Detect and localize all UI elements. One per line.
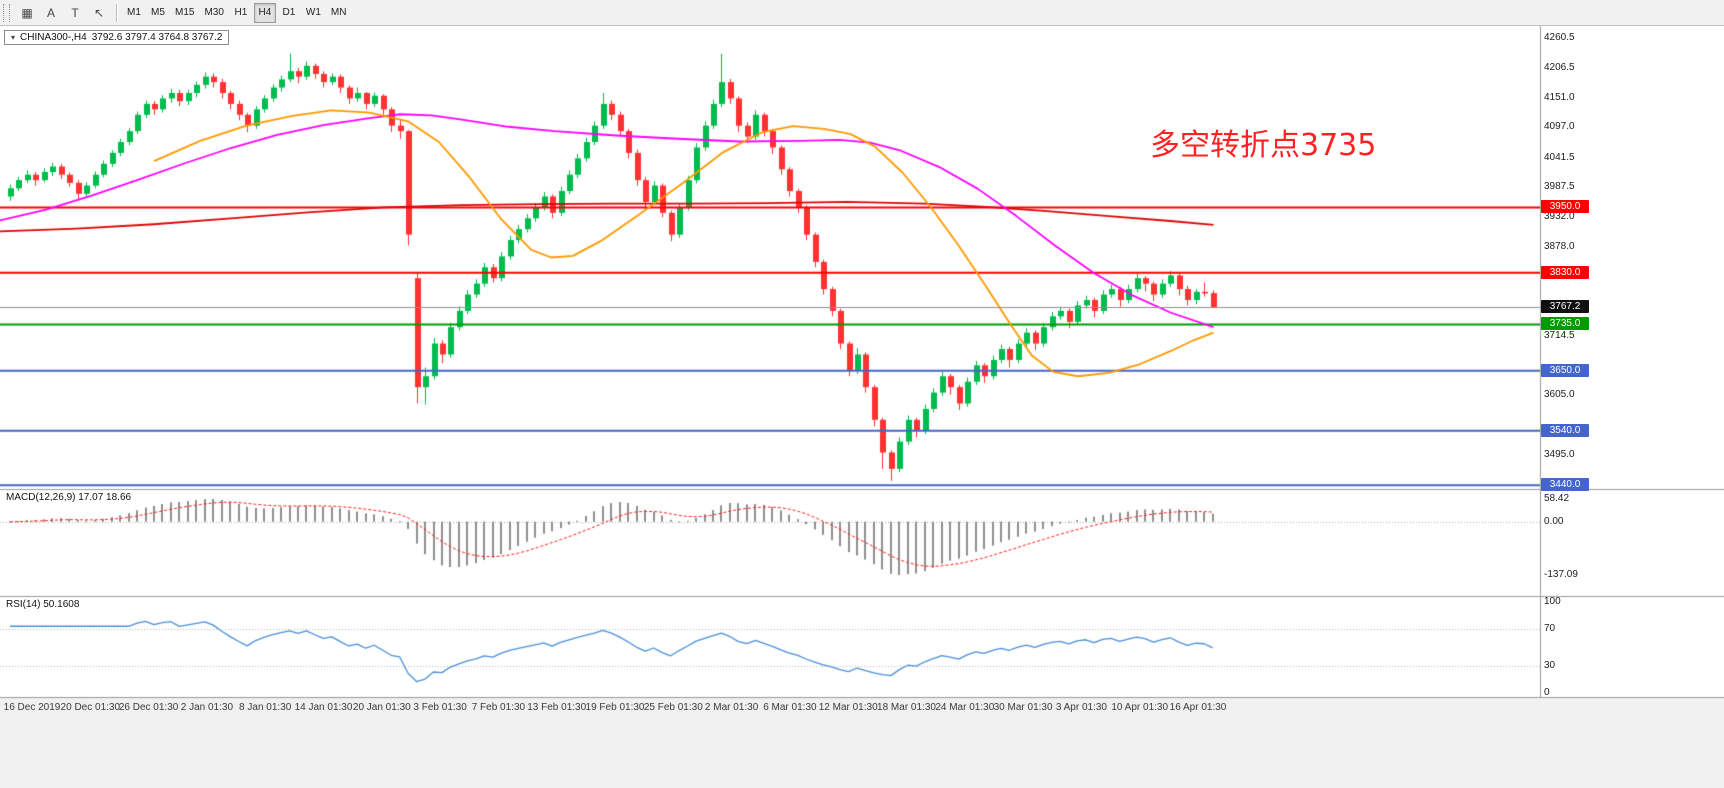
collapse-arrow-icon[interactable]: ▾ [11, 33, 16, 42]
timeframe-button-H1[interactable]: H1 [230, 3, 252, 23]
timeframe-button-D1[interactable]: D1 [278, 3, 300, 23]
timeframe-button-M5[interactable]: M5 [147, 3, 169, 23]
toolbar-button-cursor-a[interactable]: A [40, 3, 62, 23]
toolbar: ▦ A T ↖ M1 M5 M15 M30 H1 H4 D1 W1 MN [0, 0, 1724, 26]
timeframe-toolbar: M1 M5 M15 M30 H1 H4 D1 W1 MN [123, 2, 351, 23]
toolbar-left-buttons: ▦ A T ↖ [16, 3, 110, 23]
timeframe-button-H4[interactable]: H4 [253, 2, 276, 23]
toolbar-drag-handle[interactable] [3, 3, 10, 22]
timeframe-button-W1[interactable]: W1 [302, 3, 325, 23]
rsi-indicator-label: RSI(14) 50.1608 [6, 599, 80, 610]
timeframe-button-M1[interactable]: M1 [123, 3, 145, 23]
toolbar-separator [116, 3, 117, 22]
chart-annotation-text[interactable]: 多空转折点3735 [1150, 128, 1377, 163]
toolbar-button-draw-arrow[interactable]: ↖ [88, 3, 110, 23]
chart-ohlc-values: 3792.6 3797.4 3764.8 3767.2 [91, 32, 223, 43]
timeframe-button-M30[interactable]: M30 [200, 3, 227, 23]
chart-title[interactable]: ▾ CHINA300-,H4 3792.6 3797.4 3764.8 3767… [4, 30, 230, 45]
chart-symbol-period: CHINA300-,H4 [20, 32, 87, 43]
timeframe-button-M15[interactable]: M15 [171, 3, 198, 23]
toolbar-button-chart-grid[interactable]: ▦ [16, 3, 38, 23]
timeframe-button-MN[interactable]: MN [327, 3, 351, 23]
macd-indicator-label: MACD(12,26,9) 17.07 18.66 [6, 492, 132, 503]
toolbar-button-text-tool[interactable]: T [64, 3, 86, 23]
